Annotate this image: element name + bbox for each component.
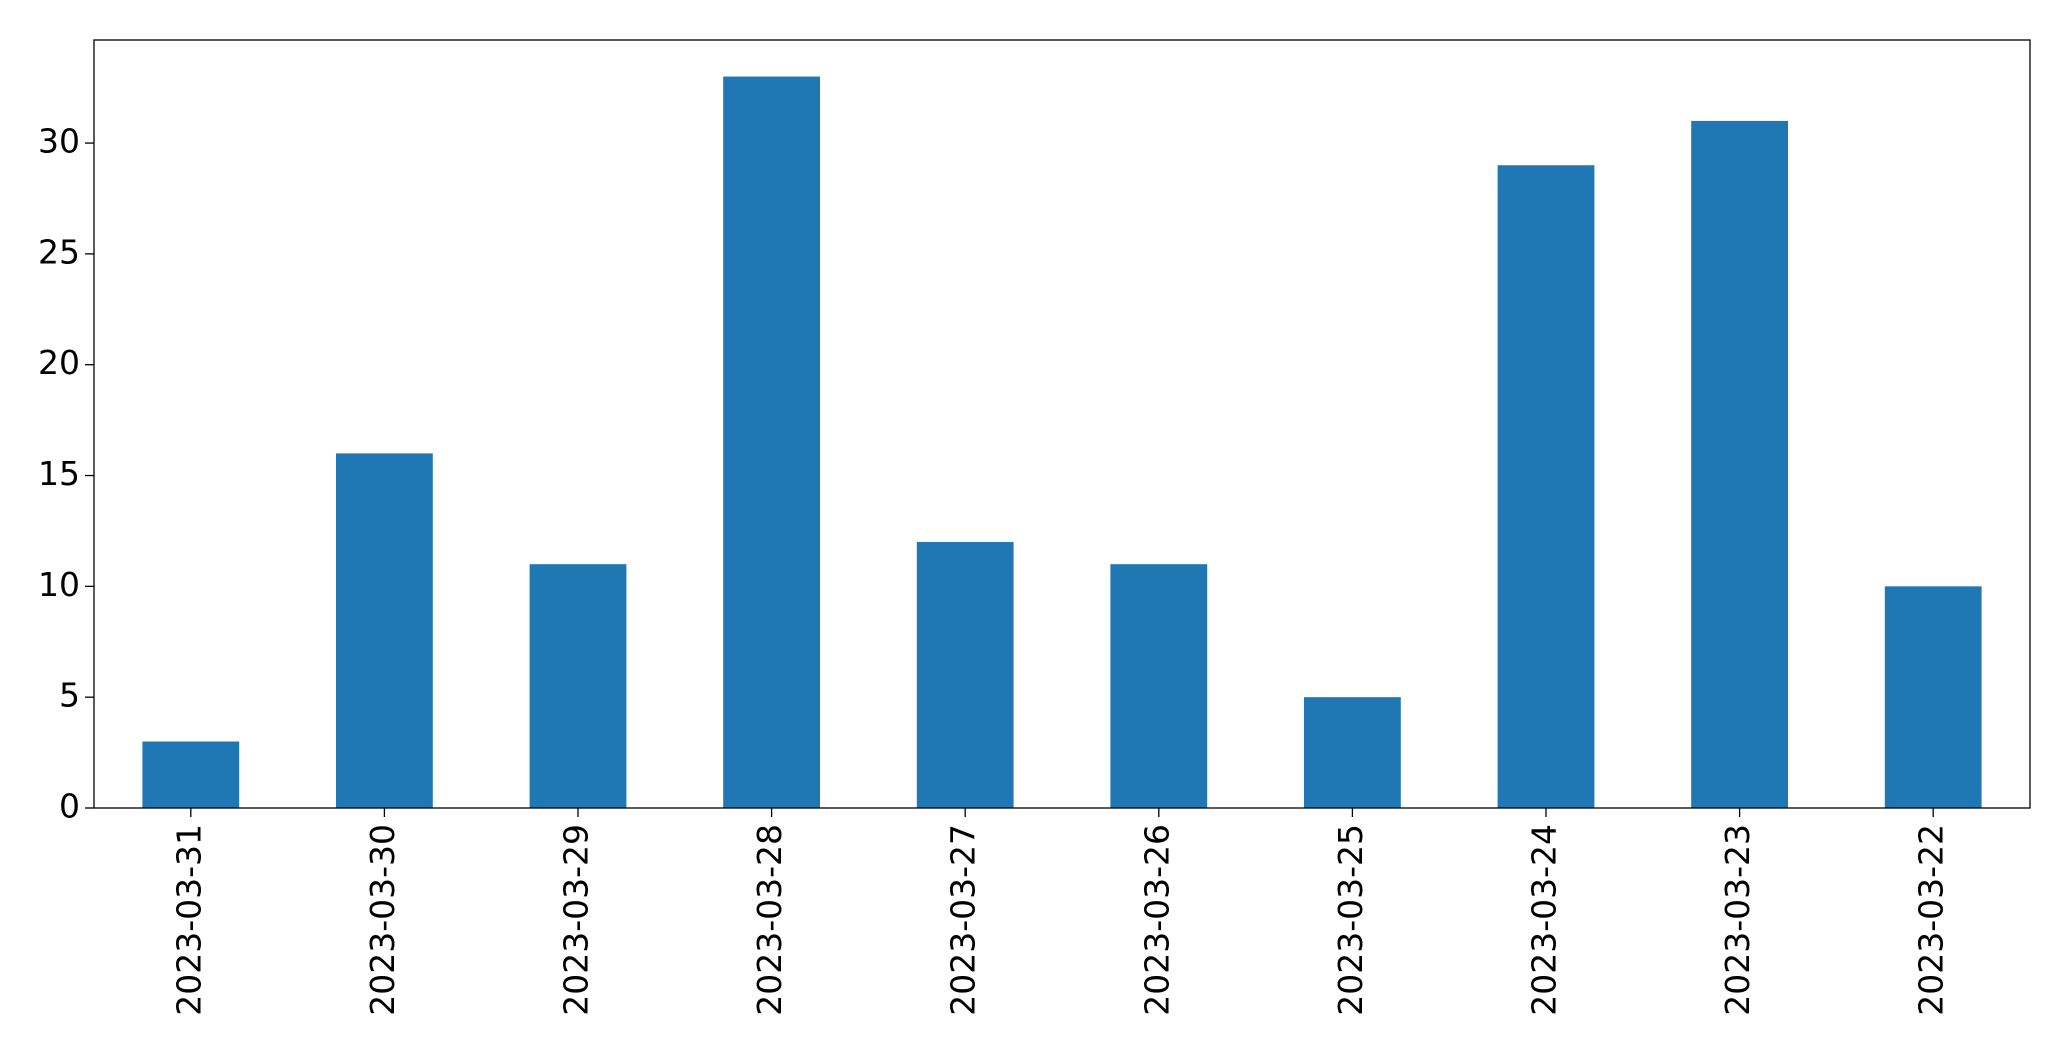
bar xyxy=(1497,165,1595,808)
y-tick-label: 5 xyxy=(59,676,80,715)
plot-frame xyxy=(93,39,2031,809)
x-tick-label: 2023-03-23 xyxy=(1718,824,1757,1016)
x-tick-label: 2023-03-29 xyxy=(557,824,596,1016)
bar xyxy=(1304,697,1401,808)
bar xyxy=(723,76,820,809)
y-tick-label: 15 xyxy=(38,454,80,493)
y-tick-label: 10 xyxy=(38,565,80,604)
bar xyxy=(142,741,240,808)
x-tick-label: 2023-03-31 xyxy=(169,824,208,1016)
y-tick-label: 20 xyxy=(38,343,80,382)
bar xyxy=(529,564,627,808)
x-tick-label: 2023-03-30 xyxy=(363,824,402,1016)
bar xyxy=(336,453,433,808)
x-tick-label: 2023-03-24 xyxy=(1525,824,1564,1016)
y-tick-label: 25 xyxy=(38,232,80,271)
bar xyxy=(1691,120,1788,808)
x-tick-label: 2023-03-27 xyxy=(944,824,983,1016)
bar xyxy=(1884,586,1982,808)
x-tick-label: 2023-03-26 xyxy=(1137,824,1176,1016)
bar xyxy=(916,542,1014,808)
x-tick-label: 2023-03-28 xyxy=(750,824,789,1016)
x-tick-label: 2023-03-22 xyxy=(1912,824,1951,1016)
bar xyxy=(1110,564,1208,808)
x-tick-label: 2023-03-25 xyxy=(1331,824,1370,1016)
y-tick-label: 30 xyxy=(38,122,80,161)
y-tick-label: 0 xyxy=(59,787,80,826)
